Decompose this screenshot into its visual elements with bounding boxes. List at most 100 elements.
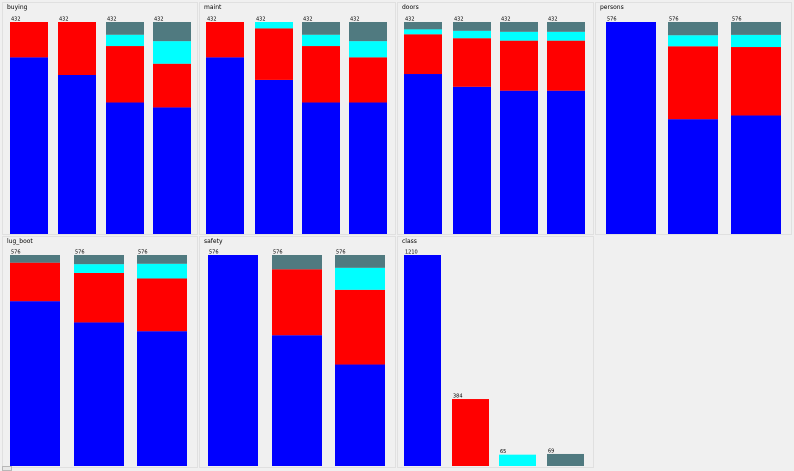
chart-class: 1210 384 65 69 — [404, 250, 584, 466]
bar-buying-med-acc — [106, 46, 144, 103]
bar-doors-2-good — [404, 29, 442, 35]
bar-doors-4-good — [500, 31, 538, 41]
bar-doors-2-acc — [404, 34, 442, 75]
bar-safety-high-unacc — [335, 364, 385, 466]
bar-maint-vhigh-acc — [206, 22, 244, 58]
bar-total-label: 576 — [607, 17, 617, 23]
bar-doors-3-good — [453, 30, 491, 39]
bar-doors-2-vgood — [404, 22, 442, 30]
bar-persons-4-vgood — [668, 22, 718, 36]
panel-title: safety — [204, 238, 223, 245]
bar-class-good-good — [499, 454, 536, 466]
bar-persons-4-acc — [668, 46, 718, 120]
bar-total-label: 576 — [209, 250, 219, 256]
bar-persons-more-acc — [731, 47, 781, 116]
bar-lug-boot-small-vgood — [10, 255, 60, 263]
bar-doors-3-unacc — [453, 86, 491, 235]
panel-class: class 1210 384 65 69 — [397, 236, 594, 468]
bar-total-label: 432 — [350, 17, 360, 23]
bar-total-label: 576 — [669, 17, 679, 23]
bar-buying-low-vgood — [153, 22, 191, 42]
bar-persons-more-vgood — [731, 22, 781, 35]
bar-doors-5more-good — [547, 31, 585, 41]
bar-buying-low-unacc — [153, 107, 191, 234]
bar-lug-boot-med-good — [74, 264, 124, 273]
chart-safety: 576 576 576 — [208, 250, 385, 466]
bar-persons-more-good — [731, 34, 781, 48]
panel-persons: persons 576 576 576 — [595, 2, 792, 235]
bar-doors-4-acc — [500, 40, 538, 91]
bar-maint-high-acc — [255, 28, 293, 80]
bar-total-label: 576 — [273, 250, 283, 256]
bar-doors-5more-acc — [547, 40, 585, 91]
bar-doors-5more-vgood — [547, 22, 585, 32]
bar-buying-low-good — [153, 41, 191, 64]
bar-safety-high-acc — [335, 289, 385, 365]
bar-total-label: 576 — [75, 250, 85, 256]
resize-handle[interactable] — [2, 466, 12, 471]
bar-doors-5more-unacc — [547, 90, 585, 234]
bar-persons-more-unacc — [731, 115, 781, 234]
bar-total-label: 576 — [732, 17, 742, 23]
bar-total-label: 432 — [154, 17, 164, 23]
bar-maint-med-acc — [302, 46, 340, 103]
chart-maint: 432 432 432 432 — [206, 17, 387, 235]
bar-safety-med-unacc — [272, 335, 322, 466]
panel-buying: buying 432 432 432 432 — [2, 2, 198, 235]
panel-lug-boot: lug_boot 576 576 576 — [2, 236, 198, 468]
bar-total-label: 576 — [11, 250, 21, 256]
bar-lug-boot-med-acc — [74, 272, 124, 323]
bar-class-unacc-unacc — [404, 255, 441, 466]
panel-doors: doors 432 432 432 432 — [397, 2, 594, 235]
bar-lug-boot-small-acc — [10, 262, 60, 302]
bar-buying-vhigh-unacc — [10, 57, 48, 235]
bar-total-label: 576 — [138, 250, 148, 256]
bar-lug-boot-big-unacc — [137, 331, 187, 466]
bar-total-label: 1210 — [405, 250, 418, 256]
bar-safety-med-vgood — [272, 255, 322, 270]
bar-buying-vhigh-acc — [10, 22, 48, 58]
bar-total-label: 432 — [107, 17, 117, 23]
panel-title: doors — [402, 4, 419, 11]
bar-buying-high-acc — [58, 22, 96, 75]
panel-title: lug_boot — [7, 238, 33, 245]
chart-buying: 432 432 432 432 — [10, 17, 191, 235]
bar-persons-4-good — [668, 35, 718, 47]
bar-lug-boot-big-vgood — [137, 255, 187, 264]
bar-maint-low-good — [349, 41, 387, 58]
bar-total-label: 432 — [303, 17, 313, 23]
bar-maint-low-unacc — [349, 102, 387, 235]
bar-total-label: 69 — [548, 448, 554, 454]
bar-total-label: 384 — [453, 394, 463, 400]
bar-maint-vhigh-unacc — [206, 57, 244, 235]
chart-doors: 432 432 432 432 — [404, 17, 585, 235]
bar-maint-med-good — [302, 34, 340, 47]
bar-class-vgood-vgood — [547, 453, 584, 466]
bar-lug-boot-small-unacc — [10, 301, 60, 466]
bar-maint-low-vgood — [349, 22, 387, 42]
bar-maint-high-good — [255, 22, 293, 29]
bar-total-label: 432 — [548, 17, 558, 23]
bar-buying-med-good — [106, 34, 144, 47]
bar-total-label: 432 — [454, 17, 464, 23]
bar-buying-med-unacc — [106, 102, 144, 235]
chart-lug-boot: 576 576 576 — [10, 250, 187, 466]
chart-persons: 576 576 576 — [606, 17, 781, 234]
bar-maint-low-acc — [349, 57, 387, 103]
bar-lug-boot-med-unacc — [74, 322, 124, 466]
bar-total-label: 432 — [501, 17, 511, 23]
bar-lug-boot-big-acc — [137, 278, 187, 332]
bar-persons-4-unacc — [668, 119, 718, 234]
bar-total-label: 576 — [336, 250, 346, 256]
bar-maint-med-vgood — [302, 22, 340, 35]
status-strip — [0, 468, 794, 471]
bar-buying-med-vgood — [106, 22, 144, 35]
bar-safety-med-acc — [272, 269, 322, 336]
bar-doors-4-vgood — [500, 22, 538, 32]
bar-buying-low-acc — [153, 63, 191, 108]
bar-total-label: 65 — [500, 449, 506, 455]
bar-maint-high-unacc — [255, 79, 293, 234]
bar-doors-2-unacc — [404, 74, 442, 234]
bar-maint-med-unacc — [302, 102, 340, 235]
